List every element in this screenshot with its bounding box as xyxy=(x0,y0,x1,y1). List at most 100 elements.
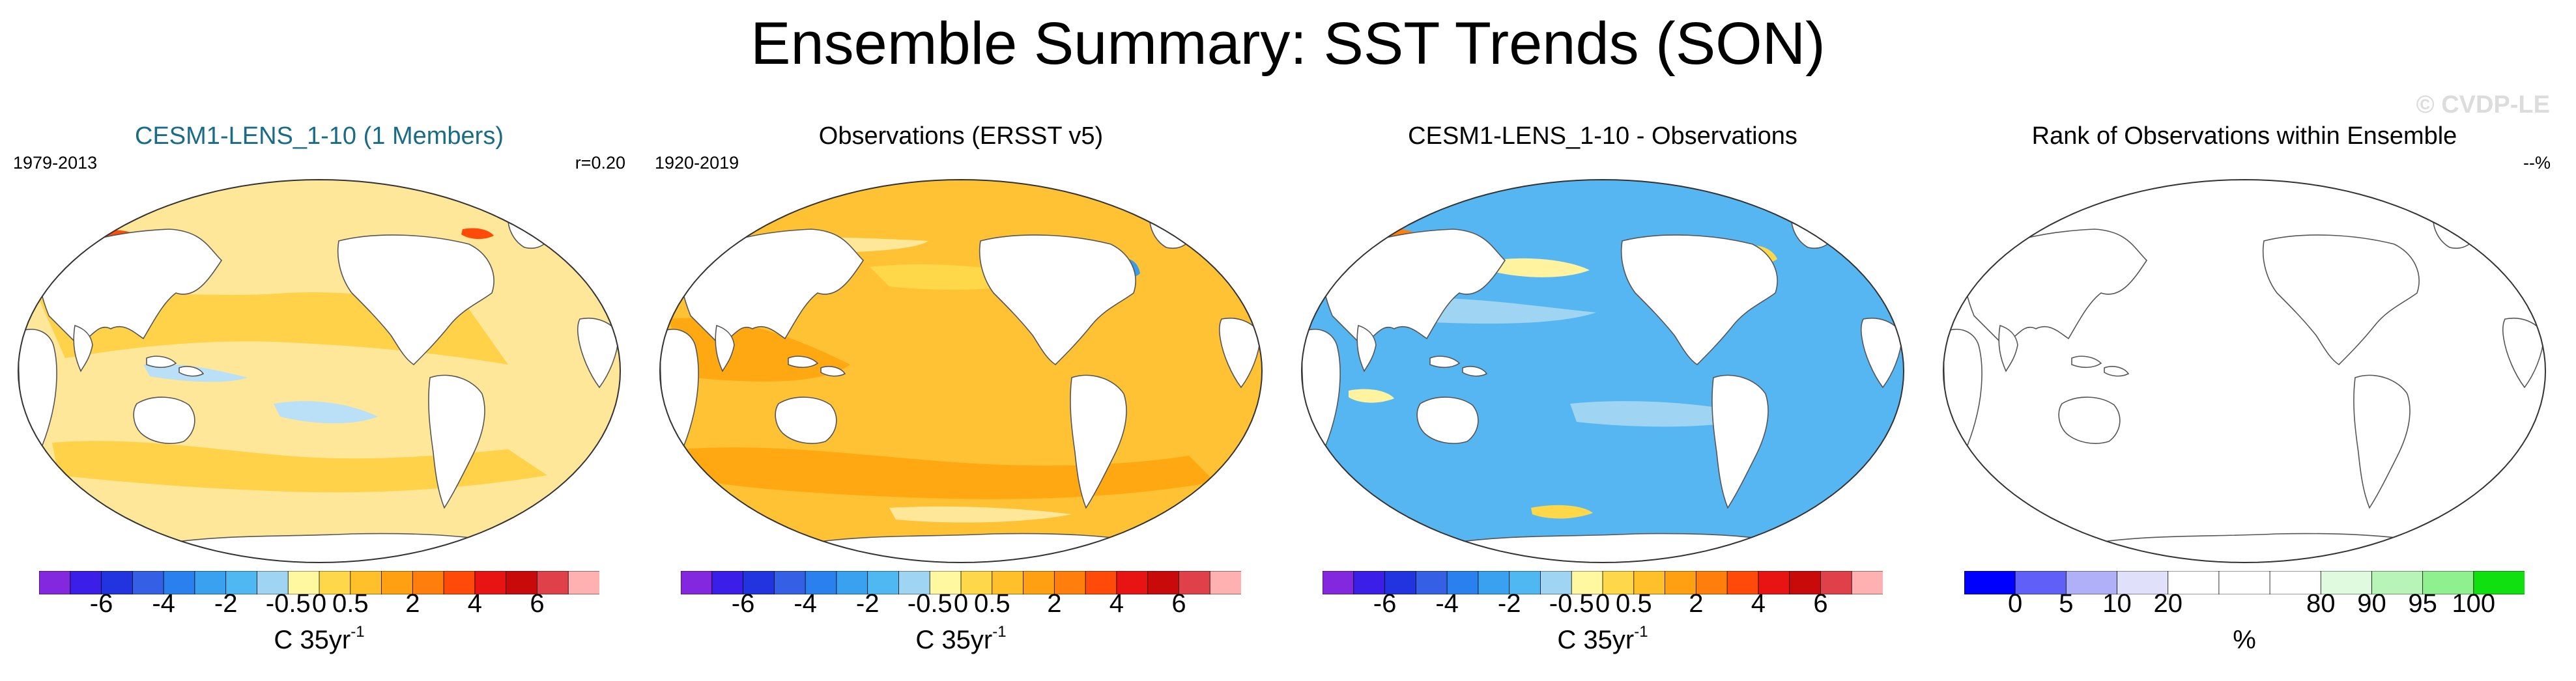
panel-observations: Observations (ERSST v5) 1920-2019 -6 -4 -2… xyxy=(655,120,1267,674)
tick-label: 0 xyxy=(953,589,969,618)
tick-label: 20 xyxy=(2153,589,2182,618)
antarctica-landmass xyxy=(160,533,511,563)
colorbar-swatch xyxy=(287,571,320,594)
antarctica-landmass xyxy=(2085,533,2436,563)
field-contour xyxy=(274,401,378,424)
colorbar-swatch xyxy=(1384,571,1417,594)
colorbar-swatch xyxy=(1758,571,1790,594)
colorbar-swatch xyxy=(1116,571,1149,594)
tick-label: 5 xyxy=(2059,589,2074,618)
tick-label: 0.5 xyxy=(973,589,1010,618)
tick-label: 100 xyxy=(2452,589,2496,618)
colorbar-swatch xyxy=(567,571,599,594)
europe-landmass xyxy=(2504,244,2545,287)
australia-landmass xyxy=(1416,396,1479,444)
tick-label: 6 xyxy=(1171,589,1186,618)
rank-value-label: --% xyxy=(2523,153,2551,173)
colorbar-unit: C 35yr-1 xyxy=(274,623,365,654)
field-layer xyxy=(1302,180,1904,563)
colorbar-ticks: 0 5 10 20 80 90 95 100 xyxy=(1938,589,2551,628)
india-landmass xyxy=(1998,324,2018,372)
colorbar-model-trend xyxy=(39,571,599,594)
tick-label: -6 xyxy=(1373,589,1397,618)
colorbar-swatch xyxy=(960,571,993,594)
colorbar-swatch xyxy=(1023,571,1055,594)
colorbar-difference xyxy=(1323,571,1883,594)
field-contour xyxy=(1492,258,1590,277)
antarctica-landmass xyxy=(1444,533,1794,563)
panel-model-trend: CESM1-LENS_1-10 (1 Members) 1979-2013 r=… xyxy=(13,120,625,674)
tick-label: 6 xyxy=(1813,589,1828,618)
colorbar-swatch xyxy=(743,571,775,594)
panel-title: CESM1-LENS_1-10 (1 Members) xyxy=(135,122,504,150)
colorbar-ticks: -6 -4 -2 -0.5 0 0.5 2 4 6 xyxy=(655,589,1267,628)
south-america-landmass xyxy=(1711,374,1769,509)
colorbar-swatch xyxy=(2422,571,2474,594)
field-layer xyxy=(660,180,1262,563)
colorbar-swatch xyxy=(1851,571,1883,594)
period-label: 1979-2013 xyxy=(13,153,98,173)
tick-label: 2 xyxy=(405,589,420,618)
colorbar-swatch xyxy=(1323,571,1354,594)
europe-landmass xyxy=(579,244,620,287)
field-contour xyxy=(461,228,494,240)
correlation-label: r=0.20 xyxy=(575,153,625,173)
colorbar-swatch xyxy=(101,571,134,594)
field-contour xyxy=(1349,389,1394,403)
tick-label: -0.5 xyxy=(907,589,952,618)
colorbar-swatch xyxy=(1446,571,1479,594)
india-landmass xyxy=(715,324,735,372)
tick-label: 2 xyxy=(1047,589,1062,618)
australia-landmass xyxy=(775,396,837,444)
tick-label: 4 xyxy=(1751,589,1766,618)
field-background xyxy=(18,180,620,563)
field-contour xyxy=(889,507,1072,523)
map-rank xyxy=(1942,178,2547,564)
tick-label: -2 xyxy=(214,589,238,618)
colorbar-swatch xyxy=(773,571,806,594)
colorbar-observations xyxy=(681,571,1241,594)
tick-label: 95 xyxy=(2408,589,2437,618)
australia-landmass xyxy=(133,396,195,444)
colorbar-swatch xyxy=(1509,571,1541,594)
colorbar-swatch xyxy=(39,571,71,594)
panel-title: Rank of Observations within Ensemble xyxy=(2031,122,2457,150)
colorbar-swatch xyxy=(225,571,258,594)
tick-label: 4 xyxy=(1109,589,1124,618)
asia-landmass xyxy=(38,229,223,346)
colorbar-swatch xyxy=(2371,571,2424,594)
colorbar-swatch xyxy=(805,571,837,594)
tick-label: 90 xyxy=(2357,589,2386,618)
tick-label: 10 xyxy=(2102,589,2132,618)
colorbar-swatch xyxy=(2269,571,2322,594)
north-america-landmass xyxy=(337,234,494,366)
map-difference xyxy=(1300,178,1905,564)
map-frame xyxy=(659,178,1263,564)
tick-label: -4 xyxy=(152,589,175,618)
colorbar-swatch xyxy=(1053,571,1086,594)
maritime-islands xyxy=(2071,355,2130,377)
colorbar-swatch xyxy=(163,571,195,594)
tick-label: 0.5 xyxy=(1615,589,1652,618)
tick-label: -0.5 xyxy=(1549,589,1594,618)
map-frame xyxy=(17,178,622,564)
field-contour xyxy=(52,441,547,493)
colorbar-swatch xyxy=(350,571,382,594)
colorbar-unit: C 35yr-1 xyxy=(1557,623,1648,654)
tick-label: 0 xyxy=(1595,589,1610,618)
tick-label: 2 xyxy=(1689,589,1704,618)
field-layer xyxy=(1943,180,2545,563)
tick-label: -4 xyxy=(1435,589,1459,618)
colorbar-swatch xyxy=(1540,571,1573,594)
panel-title: Observations (ERSST v5) xyxy=(818,122,1104,150)
colorbar-swatch xyxy=(194,571,227,594)
panel-difference: CESM1-LENS_1-10 - Observations -6 -4 -2 -0.… xyxy=(1296,120,1909,674)
colorbar-swatch xyxy=(2218,571,2270,594)
maritime-islands xyxy=(788,355,846,377)
colorbar-swatch xyxy=(898,571,931,594)
north-america-landmass xyxy=(1620,234,1778,366)
tick-label: -2 xyxy=(1497,589,1521,618)
colorbar-swatch xyxy=(1179,571,1211,594)
tick-label: 0 xyxy=(2008,589,2023,618)
south-america-landmass xyxy=(2353,374,2411,509)
